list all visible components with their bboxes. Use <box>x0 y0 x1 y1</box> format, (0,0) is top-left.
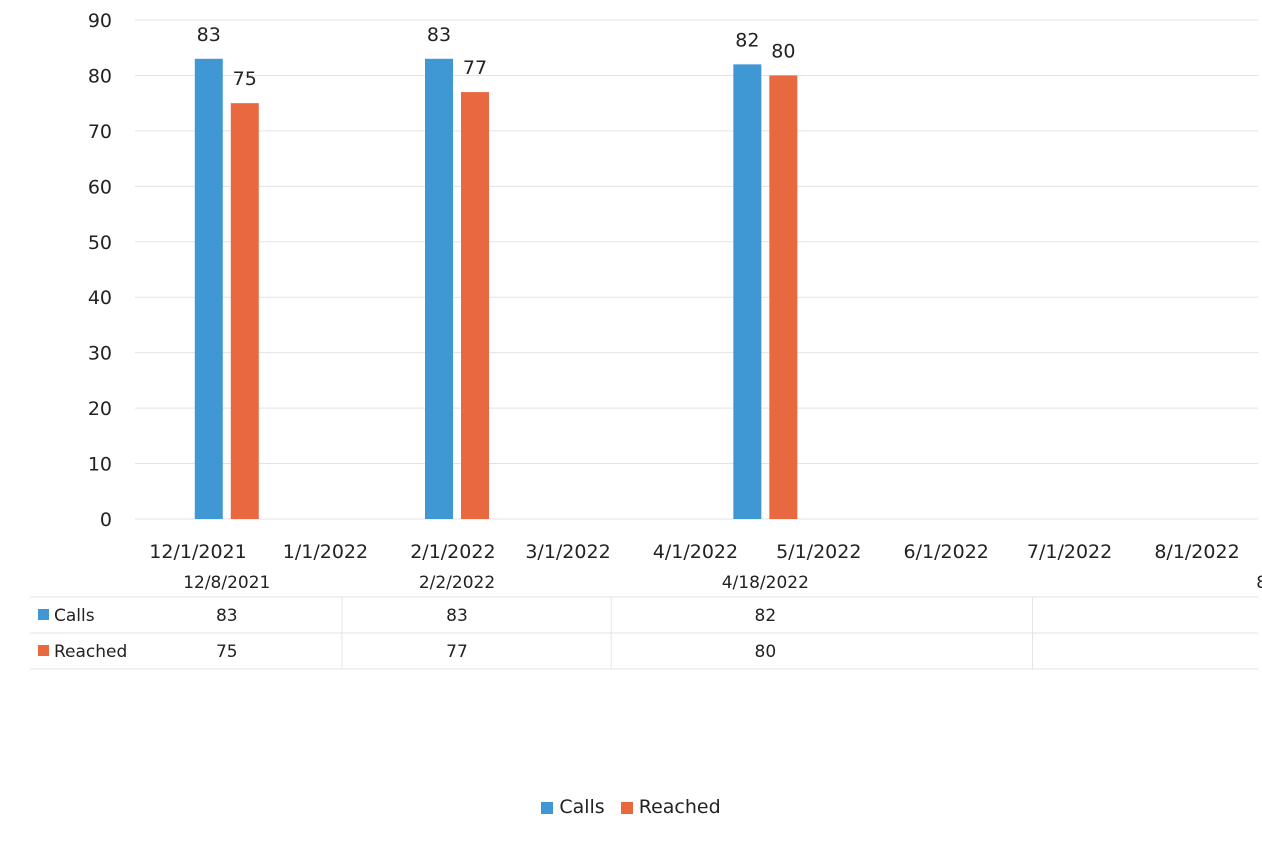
x-tick-label: 4/1/2022 <box>653 541 738 563</box>
table-category-label: 12/8/2021 <box>183 573 270 593</box>
bar-reached <box>461 92 489 520</box>
legend-label-calls: Calls <box>559 796 605 818</box>
y-tick-label: 20 <box>88 398 112 420</box>
table-cell-reached: 80 <box>755 642 777 662</box>
table-cell-calls: 83 <box>446 606 468 626</box>
legend: Calls Reached <box>0 796 1262 818</box>
y-tick-label: 60 <box>88 176 112 198</box>
y-tick-label: 0 <box>100 509 112 531</box>
y-tick-label: 30 <box>88 343 112 365</box>
legend-item-reached: Reached <box>620 796 721 818</box>
data-label-calls: 82 <box>735 29 759 51</box>
legend-swatch-calls <box>541 801 554 814</box>
data-label-calls: 83 <box>197 24 221 46</box>
x-tick-label: 1/1/2022 <box>283 541 368 563</box>
x-tick-label: 3/1/2022 <box>525 541 610 563</box>
y-tick-label: 90 <box>88 10 112 32</box>
table-category-label: 4/18/2022 <box>722 573 809 593</box>
y-tick-label: 70 <box>88 121 112 143</box>
bar-calls <box>194 58 223 520</box>
table-series-label-reached: Reached <box>54 642 127 662</box>
table-category-label: 2/2/2022 <box>419 573 495 593</box>
table-category-label: 8/26/2022 <box>1256 573 1262 593</box>
legend-item-calls: Calls <box>541 796 605 818</box>
table-series-label-calls: Calls <box>54 606 95 626</box>
data-label-reached: 80 <box>771 40 795 62</box>
bar-calls <box>425 58 453 520</box>
y-tick-label: 50 <box>88 232 112 254</box>
data-label-calls: 83 <box>427 24 451 46</box>
table-cell-calls: 83 <box>216 606 238 626</box>
data-label-reached: 75 <box>233 68 257 90</box>
table-cell-calls: 82 <box>755 606 777 626</box>
bar-calls <box>733 64 762 519</box>
y-tick-label: 80 <box>88 65 112 87</box>
table-legend-key-reached <box>38 645 49 656</box>
x-tick-label: 7/1/2022 <box>1027 541 1112 563</box>
x-tick-label: 12/1/2021 <box>149 541 246 563</box>
bar-reached <box>230 103 259 520</box>
y-tick-label: 10 <box>88 454 112 476</box>
y-tick-label: 40 <box>88 287 112 309</box>
x-tick-label: 6/1/2022 <box>904 541 989 563</box>
table-cell-reached: 77 <box>446 642 468 662</box>
table-cell-reached: 75 <box>216 642 238 662</box>
data-label-reached: 77 <box>463 57 487 79</box>
legend-swatch-reached <box>620 801 633 814</box>
x-tick-label: 8/1/2022 <box>1154 541 1239 563</box>
bar-reached <box>769 75 798 519</box>
legend-label-reached: Reached <box>638 796 721 818</box>
x-tick-label: 5/1/2022 <box>776 541 861 563</box>
x-tick-label: 2/1/2022 <box>410 541 495 563</box>
table-legend-key-calls <box>38 609 49 620</box>
